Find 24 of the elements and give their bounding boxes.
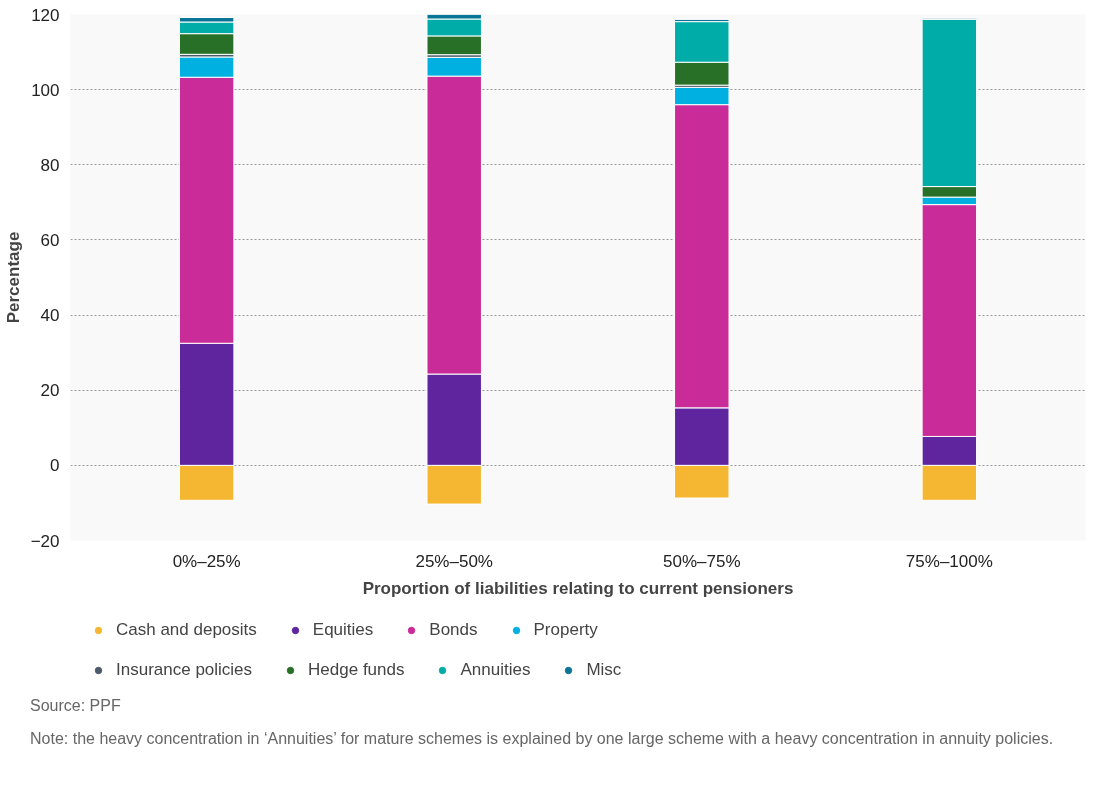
legend-label: Property — [533, 620, 598, 640]
y-tick-label: −20 — [30, 531, 60, 551]
x-tick-label: 0%–25% — [172, 551, 241, 571]
y-tick-label: 0 — [50, 456, 60, 476]
y-tick-label: 60 — [40, 230, 60, 250]
legend-label: Hedge funds — [308, 660, 405, 680]
y-axis-title: Percentage — [3, 231, 23, 324]
legend-label: Insurance policies — [116, 660, 253, 680]
x-axis-title: Proportion of liabilities relating to current pensioners — [362, 578, 794, 598]
y-tick-label: 40 — [40, 306, 60, 326]
y-tick-label: 20 — [40, 381, 60, 401]
legend-label: Bonds — [429, 620, 478, 640]
text: Note: the heavy concentration in ‘Annuities’ for mature schemes is explained by one large scheme with a heavy concentration in annuity policies. — [30, 728, 1054, 749]
x-tick-label: 75%–100% — [905, 551, 993, 571]
legend-label: Equities — [312, 620, 374, 640]
x-tick-label: 25%–50% — [415, 551, 493, 571]
y-tick-label: 100 — [31, 80, 60, 100]
y-tick-label: 80 — [40, 155, 60, 175]
legend-label: Cash and deposits — [116, 620, 257, 640]
source-note: Source: PPF — [30, 696, 121, 716]
x-tick-label: 50%–75% — [663, 551, 741, 571]
legend-label: Misc — [586, 660, 622, 680]
legend-label: Annuities — [460, 660, 531, 680]
y-tick-label: 120 — [31, 5, 60, 25]
